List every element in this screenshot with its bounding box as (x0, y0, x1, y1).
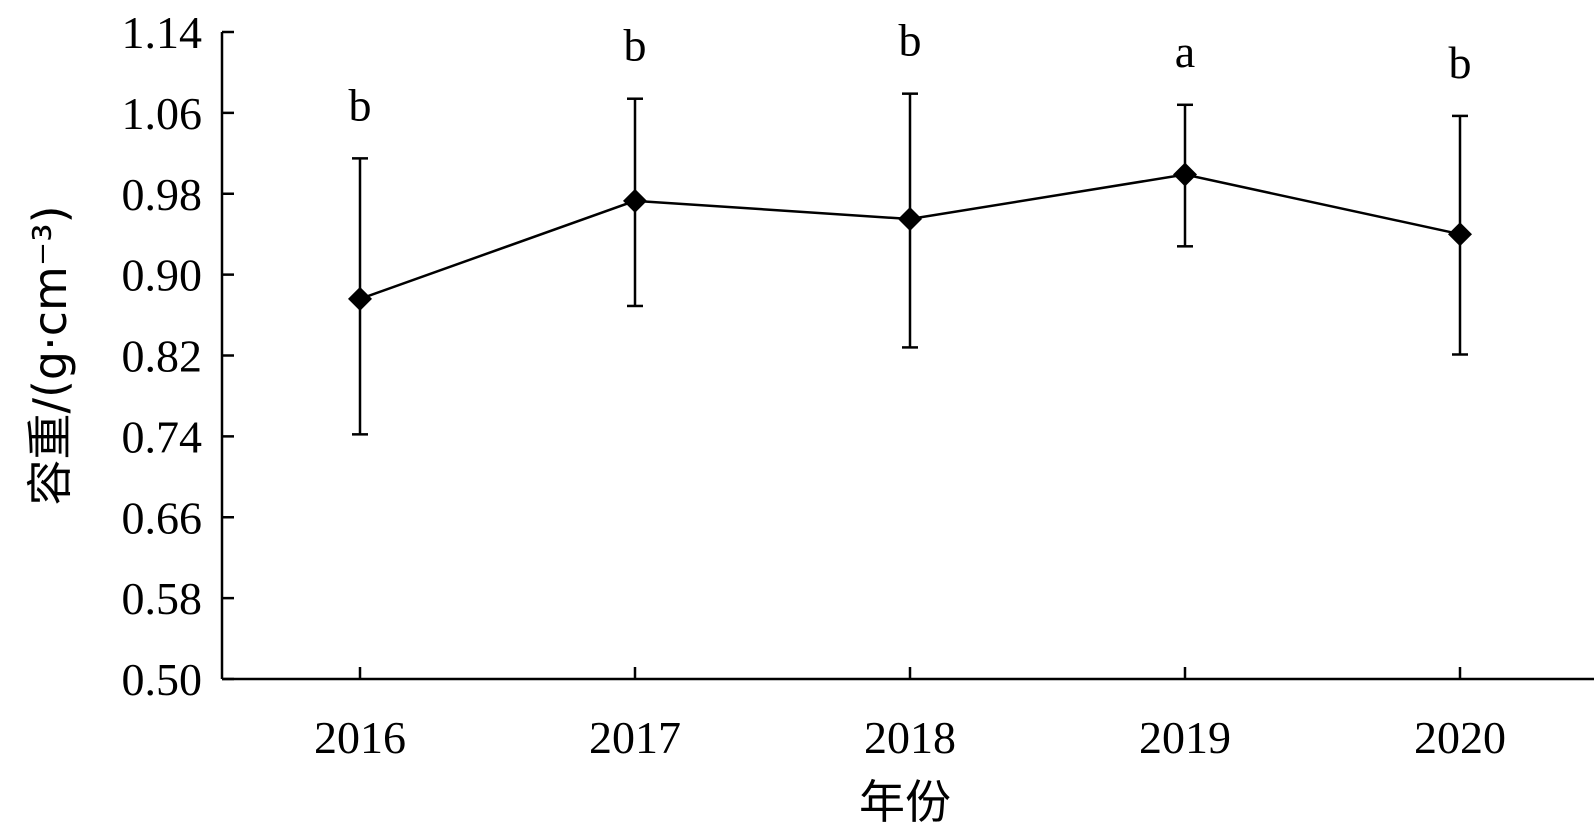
significance-letter: b (349, 79, 372, 130)
y-axis-title: 容重/(g·cm⁻³) (23, 205, 77, 505)
data-point-marker (348, 286, 372, 311)
significance-letter: b (624, 20, 647, 71)
error-bars (352, 92, 1468, 436)
data-point-marker (1173, 162, 1197, 187)
y-axis-ticks: 0.50 0.58 0.66 0.74 0.82 0.90 0.98 1.06 1.14 (122, 7, 234, 705)
data-point-marker (1448, 222, 1472, 247)
significance-letter: a (1175, 26, 1195, 77)
y-tick-label: 0.90 (122, 250, 203, 301)
y-tick-label: 0.74 (122, 411, 203, 462)
y-tick-label: 1.14 (122, 7, 203, 58)
x-axis-title: 年份 (859, 775, 951, 829)
x-tick-label: 2017 (589, 712, 681, 763)
x-tick-label: 2016 (314, 712, 406, 763)
y-tick-label: 0.98 (122, 169, 203, 220)
y-tick-label: 0.58 (122, 573, 203, 624)
data-point-marker (898, 207, 922, 232)
x-axis-ticks: 2016 2017 2018 2019 2020 (314, 667, 1506, 763)
y-tick-label: 0.66 (122, 492, 203, 543)
x-tick-label: 2019 (1139, 712, 1231, 763)
significance-letter: b (1449, 37, 1472, 88)
significance-letter: b (899, 15, 922, 66)
data-markers (348, 162, 1472, 311)
x-tick-label: 2018 (864, 712, 956, 763)
y-tick-label: 0.82 (122, 331, 203, 382)
x-tick-label: 2020 (1414, 712, 1506, 763)
significance-labels: b b b a b (349, 15, 1472, 131)
y-tick-label: 1.06 (122, 88, 203, 139)
y-tick-label: 0.50 (122, 654, 203, 705)
data-point-marker (623, 188, 647, 213)
